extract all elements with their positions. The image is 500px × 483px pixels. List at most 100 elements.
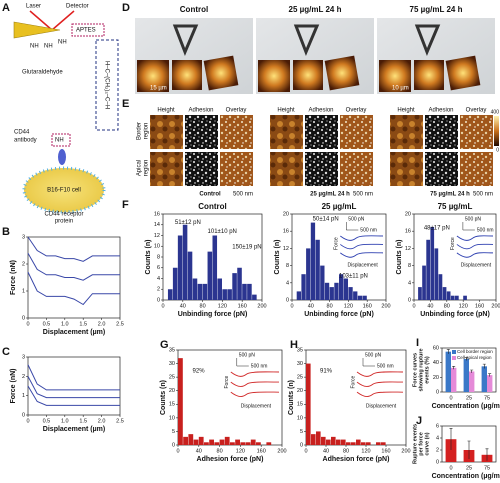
aptes-box <box>71 23 105 37</box>
x-tick-label: 0 <box>449 465 452 471</box>
histogram-bar <box>222 289 227 300</box>
histogram-bar <box>315 239 320 300</box>
y-tick-label: 2 <box>22 261 25 267</box>
histogram-bar <box>192 278 198 300</box>
histogram-bar <box>204 442 209 445</box>
glutaraldehyde-label: Glutaraldehyde <box>22 70 63 76</box>
histogram-bar <box>217 278 222 300</box>
histogram-bar <box>346 442 351 445</box>
x-axis-label: Concentration (µg/mL) <box>432 473 500 480</box>
y-tick-label: 40 <box>433 360 439 366</box>
histogram-bar <box>232 273 237 300</box>
inset-curve <box>356 391 404 397</box>
annotation: 103±11 pN <box>339 273 368 279</box>
x-tick-label: 120 <box>344 303 353 309</box>
histogram-bar <box>197 283 203 300</box>
y-axis-label: Force (nN) <box>10 260 17 295</box>
histogram-bar <box>418 287 422 300</box>
x-tick-label: 40 <box>196 448 202 454</box>
bar <box>469 371 475 392</box>
annotation: 50±14 pN <box>313 217 339 223</box>
histogram-bar <box>442 287 447 300</box>
laser-label: Laser <box>26 4 41 10</box>
panel-label: A <box>2 2 10 14</box>
column-label: Overlay <box>466 108 487 114</box>
y-axis-label: curve (n) <box>424 432 430 455</box>
y-axis-label: Force (nN) <box>10 369 17 404</box>
x-tick-label: 40 <box>180 303 186 309</box>
scale-bar: 10 µm <box>392 86 409 92</box>
x-tick-label: 160 <box>238 303 247 309</box>
histogram-bar <box>296 291 301 300</box>
image-title: Control <box>180 5 208 14</box>
histogram-bar <box>450 295 455 300</box>
afm-map <box>220 115 253 149</box>
y-tick-label: 4 <box>157 276 160 282</box>
inset-label: 500 nm <box>251 363 268 369</box>
y-tick-label: 0 <box>286 297 289 303</box>
x-axis-label: Displacement (µm) <box>43 426 105 433</box>
histogram-bar <box>438 274 443 300</box>
colorbar <box>494 116 499 146</box>
bar <box>487 375 493 392</box>
legend-label: Cell border region <box>457 349 493 354</box>
scale-label: 500 nm <box>473 192 493 198</box>
y-tick-label: 3 <box>22 354 25 360</box>
panel-label: C <box>2 346 10 358</box>
histogram-bar <box>252 294 257 300</box>
y-tick-label: 20 <box>297 388 303 394</box>
annotation: 92% <box>193 368 206 374</box>
x-tick-label: 200 <box>381 303 390 309</box>
histogram-bar <box>240 442 246 445</box>
afm-map <box>425 115 458 149</box>
histogram-bar <box>227 289 232 300</box>
inset-curve <box>340 243 384 250</box>
y-tick-label: 2 <box>436 447 439 453</box>
histogram-bar <box>306 248 311 300</box>
formula: H–C–(CH₂)₃–C–H <box>103 61 109 109</box>
afm-map <box>185 115 218 149</box>
y-tick-label: 10 <box>154 244 160 250</box>
inset-curve <box>230 371 280 377</box>
y-tick-label: 6 <box>157 265 160 271</box>
x-tick-label: 120 <box>361 448 370 454</box>
y-axis-label: per force <box>418 432 424 456</box>
column-label: Overlay <box>346 108 367 114</box>
error-bar <box>470 369 474 373</box>
inset-curve <box>356 381 404 387</box>
x-tick-label: 200 <box>401 448 410 454</box>
y-axis-label: Counts (n) <box>396 240 403 275</box>
histogram-bar <box>230 442 235 445</box>
force-curve <box>27 252 120 281</box>
inset-curve <box>456 252 494 258</box>
inset-label: Displacement <box>366 404 397 410</box>
y-tick-label: 15 <box>169 402 175 408</box>
inset-curve <box>340 252 384 258</box>
cantilever <box>13 21 61 39</box>
x-tick-label: 25 <box>466 395 472 401</box>
x-tick-label: 1.0 <box>61 321 69 327</box>
panel-label: J <box>416 415 422 427</box>
x-tick-label: 40 <box>308 303 314 309</box>
x-tick-label: 0 <box>304 448 307 454</box>
inset-curve <box>456 243 494 250</box>
image-title: 75 µg/mL 24 h <box>410 5 463 14</box>
histogram-bar <box>172 267 178 300</box>
x-tick-label: 25 <box>466 465 472 471</box>
histogram-bar <box>376 442 381 445</box>
annotation: 48±17 pN <box>424 225 450 231</box>
afm-map <box>305 115 338 149</box>
histogram-bar <box>331 436 336 445</box>
histogram-bar <box>212 235 218 300</box>
histogram-bar <box>209 439 214 445</box>
x-axis-label: Unbinding force (pN) <box>178 311 248 318</box>
y-tick-label: 25 <box>297 375 303 381</box>
histogram-bar <box>193 439 199 445</box>
y-tick-label: 35 <box>169 347 175 353</box>
histogram-bar <box>326 439 331 445</box>
inset-label: Force <box>350 376 356 389</box>
scale-bar: 15 µm <box>150 86 167 92</box>
histogram-bar <box>247 283 252 300</box>
y-tick-label: 2 <box>157 287 160 293</box>
afm-map <box>340 152 373 186</box>
